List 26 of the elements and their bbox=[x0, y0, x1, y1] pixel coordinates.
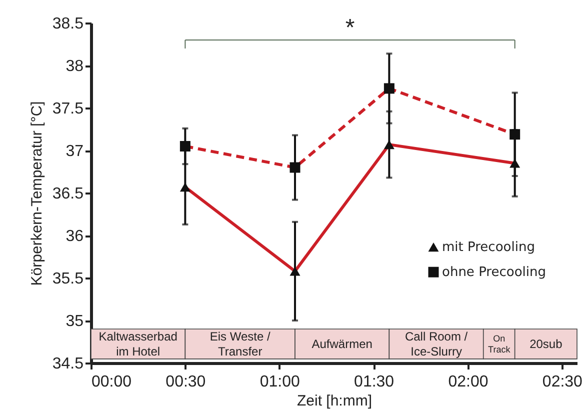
x-tick-label: 01:30 bbox=[354, 374, 394, 390]
legend-label: mit Precooling bbox=[442, 240, 535, 256]
band-label: On Track bbox=[488, 333, 511, 354]
y-tick-label: 37 bbox=[66, 143, 84, 160]
y-tick-label: 36.5 bbox=[52, 186, 84, 202]
x-axis-title: Zeit [h:mm] bbox=[296, 392, 372, 410]
band-label: Call Room / Ice-Slurry bbox=[404, 329, 468, 358]
y-axis-title: Körperkern-Temperatur [°C] bbox=[28, 101, 46, 286]
x-tick-label: 00:30 bbox=[166, 374, 206, 390]
x-tick-label: 00:00 bbox=[92, 374, 132, 390]
y-tick-label: 35.5 bbox=[52, 270, 84, 288]
y-tick-label: 35 bbox=[66, 313, 84, 330]
y-tick-label: 34.5 bbox=[52, 356, 84, 372]
x-tick-label: 01:00 bbox=[260, 374, 300, 390]
band-label: Kaltwasserbad im Hotel bbox=[98, 329, 178, 358]
band-label: Aufwärmen bbox=[312, 336, 372, 351]
legend-label: ohne Precooling bbox=[442, 265, 546, 280]
y-tick-label: 37.5 bbox=[52, 100, 84, 118]
band-label: Eis Weste / Transfer bbox=[210, 329, 271, 358]
y-tick-label: 38.5 bbox=[52, 16, 84, 32]
x-tick-label: 02:30 bbox=[542, 374, 583, 390]
band-label: 20sub bbox=[530, 336, 563, 351]
y-tick-label: 38 bbox=[66, 58, 84, 75]
annotation: * bbox=[345, 14, 355, 42]
y-tick-label: 36 bbox=[66, 228, 84, 245]
x-tick-label: 02:00 bbox=[448, 374, 488, 390]
